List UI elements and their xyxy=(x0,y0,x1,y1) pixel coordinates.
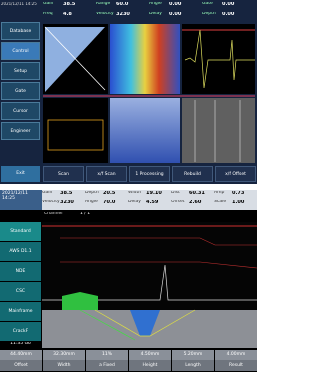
header-value: 20.5 xyxy=(103,191,127,197)
footer-value[interactable]: 32.30mm xyxy=(43,350,85,360)
header-label: Freq xyxy=(43,12,63,17)
datetime: 2021/12/11 14:25 xyxy=(1,2,41,18)
footer-value[interactable]: 5.20mm xyxy=(172,350,214,360)
sidebar-button[interactable]: Setup xyxy=(1,62,40,80)
sidebar-button[interactable]: NDE xyxy=(0,262,41,281)
menu-button[interactable]: Scan xyxy=(43,166,84,182)
footer-label[interactable]: a Fixed xyxy=(86,360,128,371)
header-label: Velocity xyxy=(42,200,60,205)
channel-label: Channel xyxy=(44,212,74,217)
header-value: 0.73 xyxy=(232,191,256,197)
header-value: 19.10 xyxy=(146,191,170,197)
header-label: Depth xyxy=(85,191,103,196)
menu-button[interactable]: 1 Processing xyxy=(129,166,170,182)
header-label: Amp xyxy=(214,191,232,196)
header-value: 0.00 xyxy=(222,12,252,18)
sidebar-button[interactable]: CSC xyxy=(0,282,41,301)
header-value: 0.00 xyxy=(169,2,199,8)
sidebar-button[interactable]: Database xyxy=(1,22,40,40)
footer-value[interactable]: 4.00mm xyxy=(215,350,257,360)
header-value: 4.8 xyxy=(63,12,93,18)
header-label: Gain xyxy=(43,2,63,7)
sidebar-button[interactable]: CrackF xyxy=(0,322,41,341)
header-value: 4.59 xyxy=(146,200,170,206)
header-value: 1.00 xyxy=(232,200,256,206)
header-label: Range xyxy=(96,2,116,7)
footer-value[interactable]: 11% xyxy=(86,350,128,360)
sidebar-button[interactable]: Engineer xyxy=(1,122,40,140)
header-label: Velocity xyxy=(96,12,116,17)
header-value: 3230 xyxy=(116,12,146,18)
footer-label[interactable]: Result xyxy=(215,360,257,371)
header-value: 38.5 xyxy=(63,2,93,8)
sidebar-button[interactable]: Gate xyxy=(1,82,40,100)
header-value: 70.0 xyxy=(103,200,127,206)
header-value: 60.31 xyxy=(189,191,213,197)
footer-label[interactable]: Length xyxy=(172,360,214,371)
channel-value: 1 / 1 xyxy=(80,212,110,217)
menu-button[interactable]: Rebuild xyxy=(172,166,213,182)
footer-label[interactable]: Width xyxy=(43,360,85,371)
time: 11:35 Go xyxy=(0,342,41,350)
sidebar-button[interactable]: Mainframe xyxy=(0,302,41,321)
header-label: Gain xyxy=(42,191,60,196)
datetime: 2021/12/11 14:25 xyxy=(0,190,42,210)
header-value: 0.00 xyxy=(169,12,199,18)
footer-label[interactable]: Offset xyxy=(0,360,42,371)
header-label: Delay xyxy=(149,12,169,17)
header-label: Angle xyxy=(85,200,103,205)
header-value: 0.00 xyxy=(222,2,252,8)
header-value: 2.60 xyxy=(189,200,213,206)
footer-label[interactable]: Height xyxy=(129,360,171,371)
header-value: 38.5 xyxy=(60,191,84,197)
footer-value[interactable]: 44.40mm xyxy=(0,350,42,360)
menu-button[interactable]: x/f Offset xyxy=(215,166,256,182)
exit-button[interactable]: Exit xyxy=(1,166,40,182)
header-label: Offset xyxy=(171,200,189,205)
sidebar-button[interactable]: AWS D1.1 xyxy=(0,242,41,261)
header-label: Depth xyxy=(202,12,222,17)
header-value: 3230 xyxy=(60,200,84,206)
header-label: Scale xyxy=(214,200,232,205)
header-label: Delay xyxy=(128,200,146,205)
header-value: 60.0 xyxy=(116,2,146,8)
menu-button[interactable]: x/f Scan xyxy=(86,166,127,182)
sidebar-button[interactable]: Control xyxy=(1,42,40,60)
sidebar-button[interactable]: Cursor xyxy=(1,102,40,120)
sidebar-button[interactable]: Standard xyxy=(0,222,41,241)
header-label: Dist xyxy=(171,191,189,196)
header-label: Angle xyxy=(149,2,169,7)
header-label: Width xyxy=(128,191,146,196)
footer-value[interactable]: 4.50mm xyxy=(129,350,171,360)
header-label: Gate xyxy=(202,2,222,7)
